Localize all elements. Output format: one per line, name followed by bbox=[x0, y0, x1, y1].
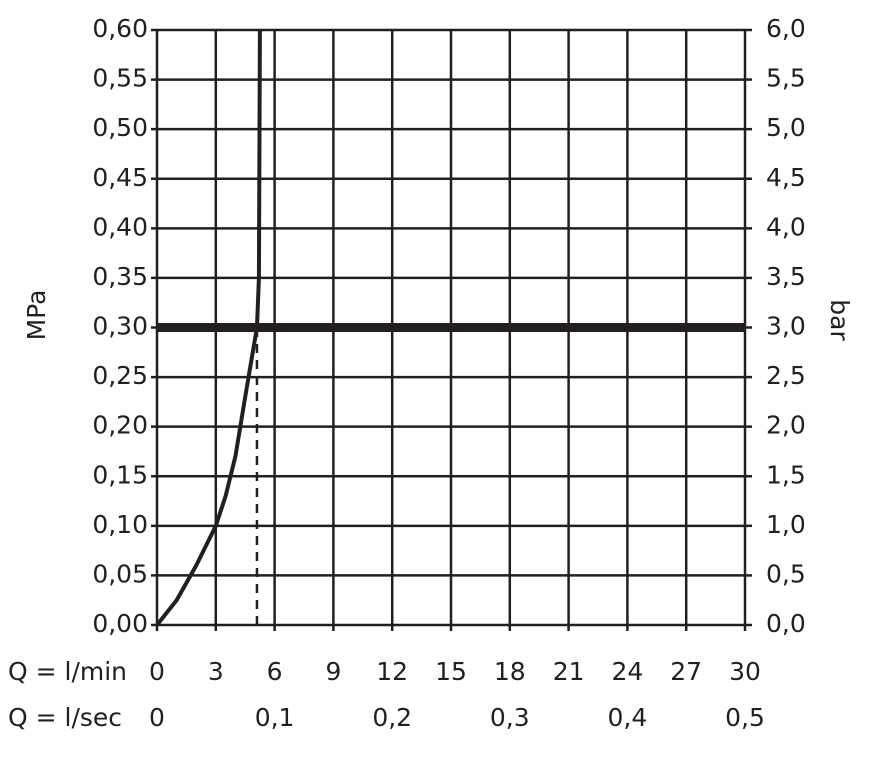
y-tick-label: 0,00 bbox=[92, 609, 148, 638]
y2-tick-label: 2,0 bbox=[766, 411, 806, 440]
y2-tick-label: 4,5 bbox=[766, 163, 806, 192]
x-tick-label: 21 bbox=[553, 657, 585, 686]
x-tick-label: 18 bbox=[494, 657, 526, 686]
x-tick-label: 3 bbox=[208, 657, 224, 686]
y-tick-label: 0,15 bbox=[92, 460, 148, 489]
y-tick-label: 0,45 bbox=[92, 163, 148, 192]
x-tick-label: 30 bbox=[729, 657, 761, 686]
y-tick-label: 0,40 bbox=[92, 212, 148, 241]
y2-tick-label: 1,5 bbox=[766, 460, 806, 489]
y-tick-label: 0,20 bbox=[92, 411, 148, 440]
y-tick-label: 0,05 bbox=[92, 559, 148, 588]
x2-tick-label: 0,5 bbox=[725, 703, 765, 732]
series-line bbox=[155, 29, 262, 627]
y2-tick-label: 0,5 bbox=[766, 559, 806, 588]
y2-tick-label: 1,0 bbox=[766, 510, 806, 539]
y-tick-label: 0,60 bbox=[92, 14, 148, 43]
x2-tick-label: 0,2 bbox=[372, 703, 412, 732]
x-tick-label: 12 bbox=[376, 657, 408, 686]
y2-tick-label: 5,5 bbox=[766, 64, 806, 93]
x-axis-label: Q = l/min bbox=[8, 657, 127, 686]
x2-tick-label: 0,4 bbox=[608, 703, 648, 732]
x2-axis-label: Q = l/sec bbox=[8, 703, 122, 732]
y-tick-label: 0,50 bbox=[92, 113, 148, 142]
y2-tick-label: 6,0 bbox=[766, 14, 806, 43]
x-tick-label: 27 bbox=[670, 657, 702, 686]
y-tick-label: 0,25 bbox=[92, 361, 148, 390]
x-tick-label: 15 bbox=[435, 657, 467, 686]
x2-tick-label: 0 bbox=[149, 703, 165, 732]
x-tick-label: 24 bbox=[611, 657, 643, 686]
x2-tick-label: 0,1 bbox=[255, 703, 295, 732]
x-tick-label: 6 bbox=[267, 657, 283, 686]
y-tick-label: 0,10 bbox=[92, 510, 148, 539]
y-tick-label: 0,35 bbox=[92, 262, 148, 291]
y2-tick-label: 3,0 bbox=[766, 312, 806, 341]
y2-tick-label: 4,0 bbox=[766, 212, 806, 241]
y2-tick-label: 0,0 bbox=[766, 609, 806, 638]
y-tick-label: 0,55 bbox=[92, 64, 148, 93]
y-tick-label: 0,30 bbox=[92, 312, 148, 341]
x-tick-label: 0 bbox=[149, 657, 165, 686]
x-tick-label: 9 bbox=[325, 657, 341, 686]
y2-tick-label: 5,0 bbox=[766, 113, 806, 142]
y2-tick-label: 2,5 bbox=[766, 361, 806, 390]
y2-axis-label: bar bbox=[825, 299, 854, 341]
x2-tick-label: 0,3 bbox=[490, 703, 530, 732]
y2-tick-label: 3,5 bbox=[766, 262, 806, 291]
y-axis-label: MPa bbox=[22, 290, 51, 341]
